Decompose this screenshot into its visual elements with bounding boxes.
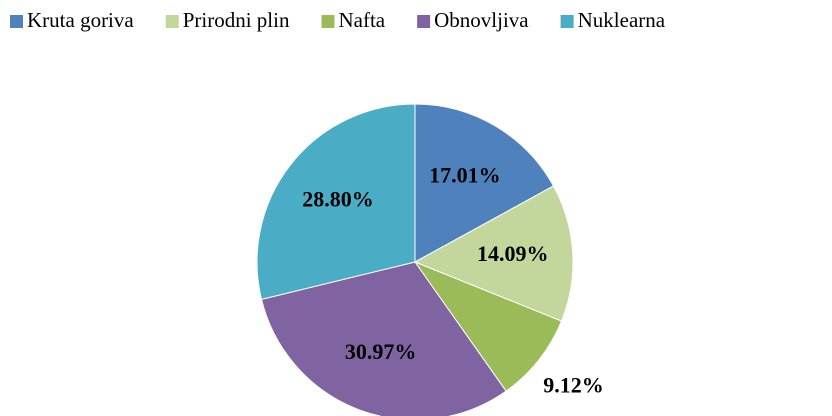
legend-swatch bbox=[321, 15, 335, 28]
data-label: 9.12% bbox=[543, 373, 604, 398]
data-label: 17.01% bbox=[429, 163, 501, 188]
legend-label: Obnovljiva bbox=[434, 8, 529, 32]
legend-label: Prirodni plin bbox=[183, 8, 290, 32]
legend-swatch bbox=[560, 15, 574, 28]
data-label: 14.09% bbox=[477, 241, 549, 266]
pie-slice bbox=[413, 260, 563, 392]
pie-slice bbox=[413, 185, 574, 322]
legend-label: Kruta goriva bbox=[27, 8, 134, 32]
legend-swatch bbox=[10, 15, 23, 28]
pie-slice bbox=[260, 261, 507, 416]
pie-slice bbox=[414, 103, 555, 263]
pie-slice bbox=[256, 103, 416, 300]
legend-swatch bbox=[165, 15, 179, 28]
data-label: 30.97% bbox=[345, 339, 417, 364]
data-label: 28.80% bbox=[302, 187, 374, 212]
legend-label: Nuklearna bbox=[578, 8, 666, 32]
legend-swatch bbox=[417, 15, 431, 28]
legend-label: Nafta bbox=[338, 8, 385, 32]
